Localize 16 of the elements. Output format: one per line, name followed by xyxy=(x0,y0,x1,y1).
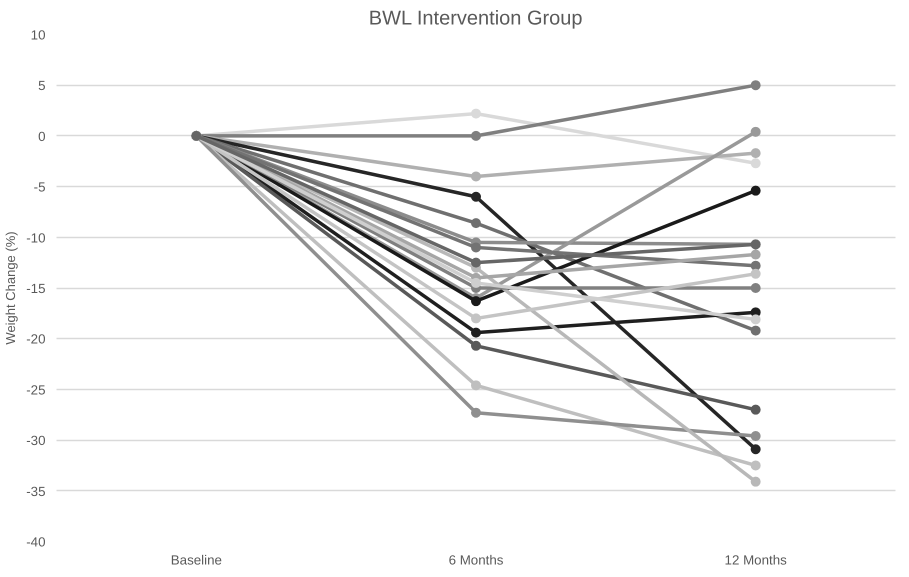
y-tick-label: -35 xyxy=(26,484,46,499)
y-tick-label: -10 xyxy=(26,230,46,246)
y-tick-label: 5 xyxy=(38,78,46,94)
y-tick-label: -15 xyxy=(26,281,46,296)
x-tick-label: Baseline xyxy=(170,552,222,568)
chart-title: BWL Intervention Group xyxy=(368,8,583,30)
y-axis-title: Weight Change (%) xyxy=(3,231,18,345)
y-tick-label: -5 xyxy=(34,180,46,195)
y-tick-label: -20 xyxy=(26,332,46,347)
x-tick-label: 6 Months xyxy=(448,552,504,568)
y-tick-label: -40 xyxy=(26,534,46,550)
y-tick-label: -30 xyxy=(26,433,46,448)
y-tick-label: 10 xyxy=(30,28,46,42)
x-tick-label: 12 Months xyxy=(724,552,788,568)
y-tick-label: -25 xyxy=(26,382,46,398)
y-tick-label: 0 xyxy=(38,128,46,144)
